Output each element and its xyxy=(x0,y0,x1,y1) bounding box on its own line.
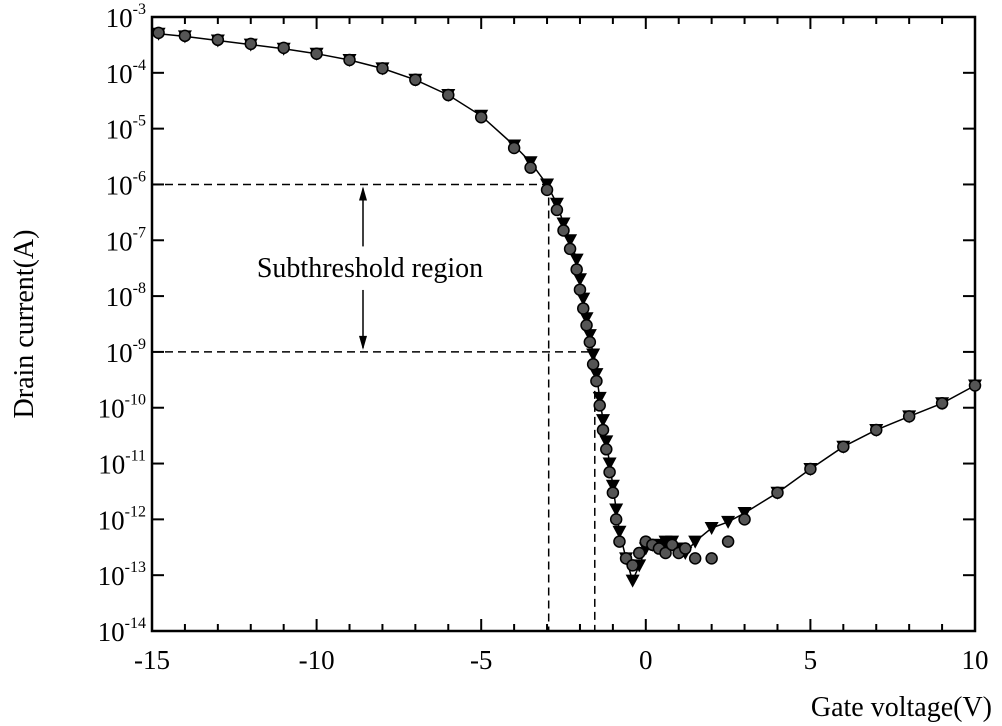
data-point-triangle xyxy=(563,234,578,248)
data-point-triangle xyxy=(599,435,614,449)
data-point-circle xyxy=(613,535,626,548)
y-tick-label: 10-5 xyxy=(106,113,146,145)
y-tick-label: 10-4 xyxy=(106,57,146,89)
data-point-circle xyxy=(626,559,639,572)
y-axis-label: Drain current(A) xyxy=(9,230,40,419)
x-tick-label: -15 xyxy=(134,645,170,675)
y-tick-label: 10-6 xyxy=(106,168,146,200)
data-point-circle xyxy=(550,203,564,217)
data-point-triangle xyxy=(582,329,597,343)
data-point-triangle xyxy=(704,522,719,536)
data-point-circle xyxy=(659,546,672,560)
data-point-triangle xyxy=(589,368,604,382)
data-point-circle xyxy=(869,423,883,437)
y-tick-label: 10-7 xyxy=(106,224,146,256)
data-point-circle xyxy=(570,263,583,276)
data-point-circle xyxy=(632,546,646,560)
x-tick-label: 5 xyxy=(804,645,818,675)
data-point-triangle xyxy=(625,574,640,588)
y-tick-label: 10-12 xyxy=(98,503,146,535)
data-point-circle xyxy=(583,335,597,349)
series-markers xyxy=(151,26,982,588)
x-tick-label: -5 xyxy=(470,645,493,675)
data-point-circle xyxy=(540,183,554,197)
data-point-circle xyxy=(376,62,389,75)
data-point-triangle xyxy=(592,391,607,405)
data-point-circle xyxy=(738,513,751,526)
series-line xyxy=(158,33,976,583)
data-point-circle xyxy=(721,535,735,548)
data-point-circle xyxy=(600,443,613,456)
data-point-circle xyxy=(665,538,679,552)
y-tick-label: 10-13 xyxy=(98,559,146,591)
data-point-triangle xyxy=(602,457,617,471)
data-point-circle xyxy=(310,47,323,60)
plot-frame xyxy=(150,15,977,633)
lower-arrow-head xyxy=(359,335,367,350)
data-point-circle xyxy=(771,486,784,499)
data-point-circle xyxy=(580,319,593,332)
data-point-circle xyxy=(609,513,623,526)
data-point-circle xyxy=(804,462,817,476)
data-point-circle xyxy=(409,73,422,87)
data-point-circle xyxy=(603,465,616,479)
y-ticks: 10-3 10-4 10-5 10-6 10-7 10-8 10-9 10-10 10-11 10… xyxy=(98,1,975,647)
data-point-triangle xyxy=(556,217,571,231)
fit-line xyxy=(158,33,976,583)
x-ticks: -15 -10 -5 0 5 10 xyxy=(134,17,989,675)
data-point-triangle xyxy=(609,503,624,517)
x-axis-label: Gate voltage(V) xyxy=(811,692,992,723)
data-point-circle xyxy=(590,374,603,388)
data-point-triangle xyxy=(721,515,736,529)
data-point-circle xyxy=(442,88,455,102)
data-point-circle xyxy=(968,379,982,392)
data-point-circle xyxy=(606,486,620,499)
data-point-circle xyxy=(211,33,225,47)
data-point-circle xyxy=(277,41,290,55)
data-point-triangle xyxy=(605,479,620,493)
annotation: Subthreshold region xyxy=(257,253,483,284)
data-point-triangle xyxy=(612,525,627,539)
data-point-circle xyxy=(152,26,165,40)
data-point-circle xyxy=(688,552,702,565)
y-tick-label: 10-10 xyxy=(98,392,146,424)
data-point-triangle xyxy=(572,273,587,287)
x-tick-label: 10 xyxy=(962,645,989,675)
data-point-circle xyxy=(244,37,258,51)
data-point-circle xyxy=(563,242,577,256)
data-point-triangle xyxy=(688,535,703,549)
data-point-triangle xyxy=(569,253,584,267)
data-point-triangle xyxy=(596,414,611,428)
data-point-circle xyxy=(935,397,949,410)
guide-lines xyxy=(152,183,596,631)
upper-arrow-head xyxy=(359,186,367,201)
y-tick-label: 10-14 xyxy=(98,615,146,647)
x-tick-label: 0 xyxy=(639,645,653,675)
data-point-triangle xyxy=(579,312,594,326)
data-point-circle xyxy=(577,302,590,315)
data-point-circle xyxy=(343,53,356,67)
data-point-circle xyxy=(474,110,488,124)
y-tick-label: 10-8 xyxy=(106,280,146,312)
data-point-circle xyxy=(596,423,610,437)
data-point-circle xyxy=(593,399,606,412)
data-point-circle xyxy=(573,283,587,296)
data-point-circle xyxy=(557,224,570,237)
data-point-circle xyxy=(524,161,537,174)
data-point-circle xyxy=(902,410,916,423)
data-point-circle xyxy=(178,29,192,43)
annotation-text: Subthreshold region xyxy=(257,253,483,284)
y-tick-label: 10-3 xyxy=(106,1,146,33)
x-tick-label: -10 xyxy=(299,645,335,675)
data-point-circle xyxy=(507,141,521,155)
data-point-circle xyxy=(705,552,718,565)
data-point-triangle xyxy=(586,348,601,362)
data-point-circle xyxy=(837,440,850,453)
y-tick-label: 10-11 xyxy=(98,448,146,480)
data-point-circle xyxy=(586,358,600,371)
y-tick-label: 10-9 xyxy=(106,336,146,368)
data-point-circle xyxy=(679,542,692,555)
